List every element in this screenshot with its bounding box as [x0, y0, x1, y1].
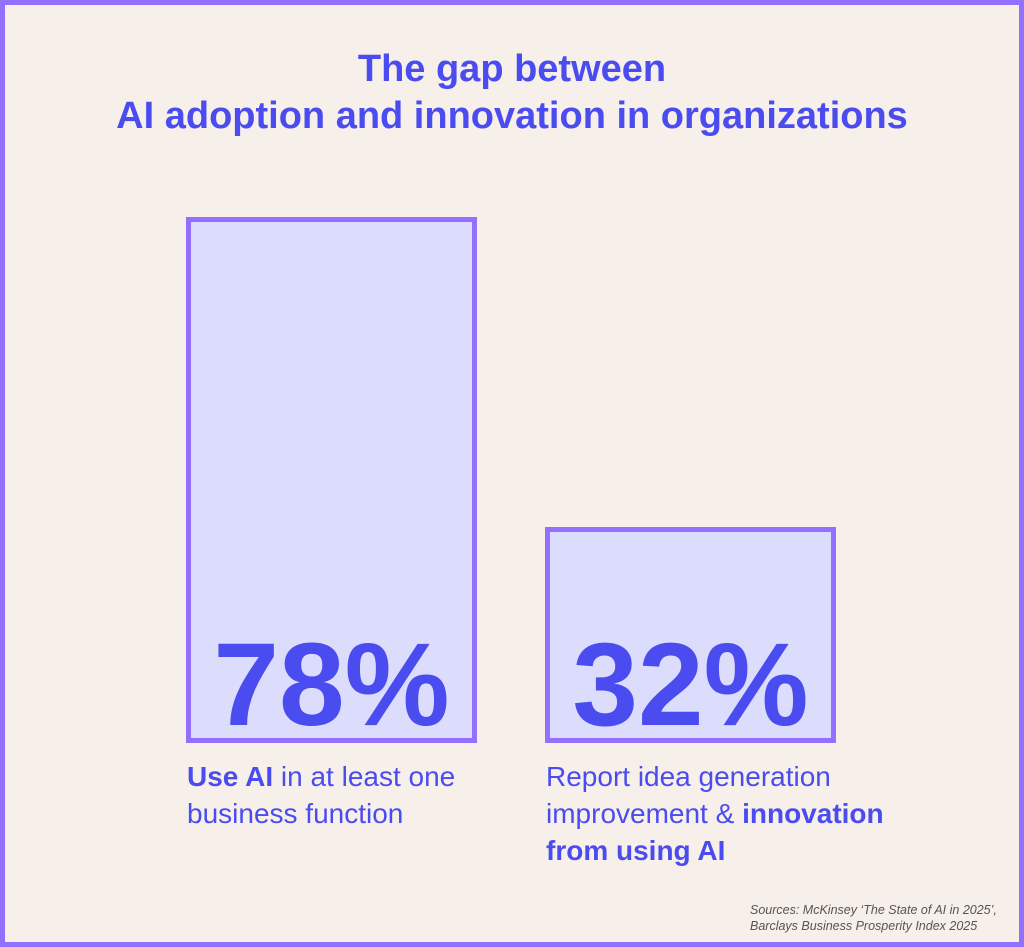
value-label-78: 78%: [213, 619, 450, 751]
bar-innovation: [545, 527, 836, 743]
source-line-1: Sources: McKinsey ‘The State of AI in 20…: [750, 903, 997, 917]
category-label-1: Use AI in at least one business function: [187, 758, 517, 832]
value-label-32: 32%: [572, 619, 809, 751]
sources-note: Sources: McKinsey ‘The State of AI in 20…: [750, 902, 997, 934]
bar-ai-use: [186, 217, 477, 743]
title-line-2: AI adoption and innovation in organizati…: [116, 95, 908, 137]
label-rest: in at least one business function: [187, 761, 456, 829]
category-label-2: Report idea generation improvement & inn…: [546, 758, 926, 869]
label-pre: Report idea generation improvement &: [546, 761, 831, 829]
title-line-1: The gap between: [357, 48, 667, 90]
label-bold: innovation from using AI: [546, 798, 884, 866]
chart-title: The gap between AI adoption and innovati…: [0, 46, 1024, 140]
source-line-2: Barclays Business Prosperity Index 2025: [750, 919, 978, 933]
label-bold: Use AI: [187, 761, 274, 792]
